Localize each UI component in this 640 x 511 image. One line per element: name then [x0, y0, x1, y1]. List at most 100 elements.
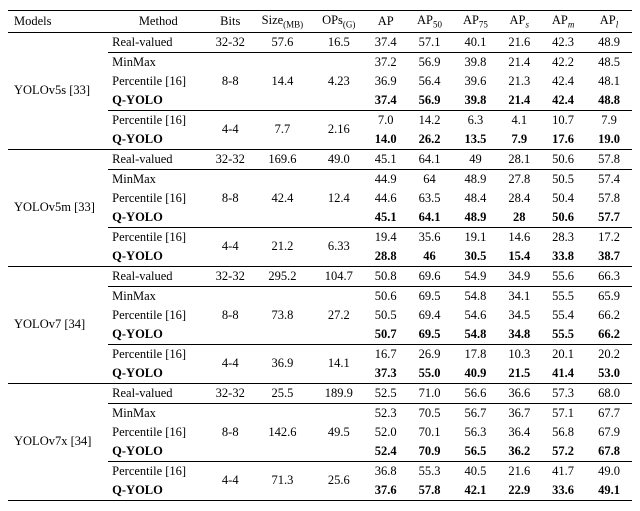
- col-ops: OPs(G): [313, 11, 365, 33]
- apl-cell: 20.2: [586, 344, 632, 364]
- size-cell: 71.3: [252, 461, 313, 500]
- header-row: Models Method Bits Size(MB) OPs(G) AP AP…: [8, 11, 632, 33]
- bits-cell: 32-32: [208, 149, 252, 169]
- ap75-cell: 56.3: [452, 423, 498, 442]
- ops-cell: 49.5: [313, 403, 365, 461]
- apm-cell: 33.8: [540, 247, 586, 267]
- bits-cell: 4-4: [208, 344, 252, 383]
- ap-cell: 37.4: [365, 32, 407, 52]
- method-cell: Q-YOLO: [108, 325, 208, 345]
- ap50-cell: 35.6: [407, 227, 453, 247]
- ap75-cell: 54.8: [452, 325, 498, 345]
- ap50-cell: 70.9: [407, 442, 453, 462]
- table-row: YOLOv5s [33]Real-valued32-3257.616.537.4…: [8, 32, 632, 52]
- aps-cell: 28.1: [498, 149, 540, 169]
- size-cell: 42.4: [252, 169, 313, 227]
- ap75-cell: 19.1: [452, 227, 498, 247]
- ap75-cell: 48.9: [452, 169, 498, 189]
- aps-cell: 36.6: [498, 383, 540, 403]
- ap50-cell: 64: [407, 169, 453, 189]
- ops-cell: 4.23: [313, 52, 365, 110]
- aps-cell: 34.5: [498, 306, 540, 325]
- apl-cell: 57.7: [586, 208, 632, 228]
- ap-cell: 37.6: [365, 481, 407, 501]
- aps-cell: 21.6: [498, 32, 540, 52]
- apl-cell: 7.9: [586, 110, 632, 130]
- ap75-cell: 39.8: [452, 52, 498, 72]
- method-cell: Q-YOLO: [108, 247, 208, 267]
- aps-cell: 21.5: [498, 364, 540, 384]
- col-ap50: AP50: [407, 11, 453, 33]
- aps-cell: 15.4: [498, 247, 540, 267]
- ap-cell: 37.4: [365, 91, 407, 111]
- col-bits: Bits: [208, 11, 252, 33]
- ap50-cell: 26.2: [407, 130, 453, 150]
- aps-cell: 36.4: [498, 423, 540, 442]
- col-ap75: AP75: [452, 11, 498, 33]
- table-row: YOLOv5m [33]Real-valued32-32169.649.045.…: [8, 149, 632, 169]
- ap75-cell: 6.3: [452, 110, 498, 130]
- apm-cell: 55.5: [540, 286, 586, 306]
- ap-cell: 52.5: [365, 383, 407, 403]
- method-cell: Q-YOLO: [108, 481, 208, 501]
- method-cell: Percentile [16]: [108, 72, 208, 91]
- aps-cell: 4.1: [498, 110, 540, 130]
- results-table: Models Method Bits Size(MB) OPs(G) AP AP…: [8, 10, 632, 501]
- apl-cell: 57.8: [586, 189, 632, 208]
- ap-cell: 44.6: [365, 189, 407, 208]
- ap75-cell: 56.6: [452, 383, 498, 403]
- ops-cell: 14.1: [313, 344, 365, 383]
- col-apl: APl: [586, 11, 632, 33]
- method-cell: Percentile [16]: [108, 110, 208, 130]
- ap-cell: 45.1: [365, 208, 407, 228]
- apm-cell: 41.4: [540, 364, 586, 384]
- apl-cell: 17.2: [586, 227, 632, 247]
- ap50-cell: 69.6: [407, 266, 453, 286]
- ap75-cell: 30.5: [452, 247, 498, 267]
- method-cell: Real-valued: [108, 32, 208, 52]
- ap50-cell: 46: [407, 247, 453, 267]
- apm-cell: 20.1: [540, 344, 586, 364]
- apm-cell: 42.3: [540, 32, 586, 52]
- ap-cell: 52.3: [365, 403, 407, 423]
- apm-cell: 50.6: [540, 149, 586, 169]
- ap75-cell: 56.5: [452, 442, 498, 462]
- ops-cell: 189.9: [313, 383, 365, 403]
- aps-cell: 10.3: [498, 344, 540, 364]
- table-row: YOLOv7 [34]Real-valued32-32295.2104.750.…: [8, 266, 632, 286]
- ap-cell: 36.8: [365, 461, 407, 481]
- ap-cell: 7.0: [365, 110, 407, 130]
- ap75-cell: 40.1: [452, 32, 498, 52]
- col-aps: APs: [498, 11, 540, 33]
- apm-cell: 42.4: [540, 91, 586, 111]
- ap75-cell: 56.7: [452, 403, 498, 423]
- aps-cell: 14.6: [498, 227, 540, 247]
- apm-cell: 55.5: [540, 325, 586, 345]
- apl-cell: 57.4: [586, 169, 632, 189]
- ap50-cell: 64.1: [407, 208, 453, 228]
- bits-cell: 8-8: [208, 286, 252, 344]
- ap50-cell: 55.3: [407, 461, 453, 481]
- apl-cell: 65.9: [586, 286, 632, 306]
- size-cell: 73.8: [252, 286, 313, 344]
- size-cell: 14.4: [252, 52, 313, 110]
- method-cell: Percentile [16]: [108, 306, 208, 325]
- apl-cell: 48.9: [586, 32, 632, 52]
- method-cell: MinMax: [108, 169, 208, 189]
- bits-cell: 4-4: [208, 110, 252, 149]
- ap75-cell: 54.8: [452, 286, 498, 306]
- apm-cell: 57.2: [540, 442, 586, 462]
- method-cell: Percentile [16]: [108, 189, 208, 208]
- col-ap: AP: [365, 11, 407, 33]
- ap50-cell: 69.5: [407, 286, 453, 306]
- method-cell: MinMax: [108, 403, 208, 423]
- ap75-cell: 40.5: [452, 461, 498, 481]
- size-cell: 142.6: [252, 403, 313, 461]
- apm-cell: 10.7: [540, 110, 586, 130]
- size-cell: 169.6: [252, 149, 313, 169]
- method-cell: Percentile [16]: [108, 344, 208, 364]
- apm-cell: 57.3: [540, 383, 586, 403]
- aps-cell: 27.8: [498, 169, 540, 189]
- size-cell: 57.6: [252, 32, 313, 52]
- method-cell: Percentile [16]: [108, 461, 208, 481]
